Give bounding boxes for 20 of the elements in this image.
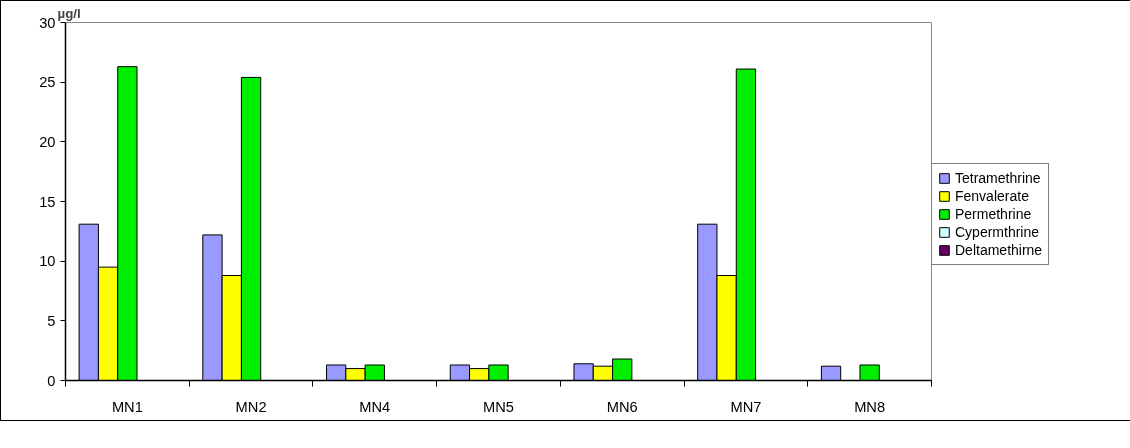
x-tick-label: MN2 — [235, 398, 267, 415]
legend-label: Tetramethrine — [955, 170, 1041, 186]
y-tick-label: 15 — [39, 193, 56, 210]
y-axis-title: µg/l — [57, 5, 81, 21]
x-tick-label: MN6 — [606, 398, 638, 415]
legend-label: Cypermthrine — [955, 224, 1040, 240]
y-tick-label: 5 — [47, 312, 56, 329]
x-tick-label: MN8 — [854, 398, 886, 415]
y-tick-label: 30 — [39, 14, 56, 31]
y-tick-label: 10 — [39, 253, 56, 270]
y-tick-label: 20 — [39, 133, 56, 150]
legend-label: Deltamethirne — [955, 242, 1043, 258]
x-tick-label: MN5 — [483, 398, 514, 415]
x-tick-label: MN7 — [730, 398, 762, 415]
x-tick-label: MN1 — [111, 398, 143, 415]
x-tick-label: MN4 — [359, 398, 391, 415]
legend-label: Permethrine — [955, 206, 1032, 222]
y-tick-label: 25 — [39, 74, 56, 91]
y-tick-label: 0 — [47, 372, 56, 389]
legend-label: Fenvalerate — [955, 188, 1029, 204]
